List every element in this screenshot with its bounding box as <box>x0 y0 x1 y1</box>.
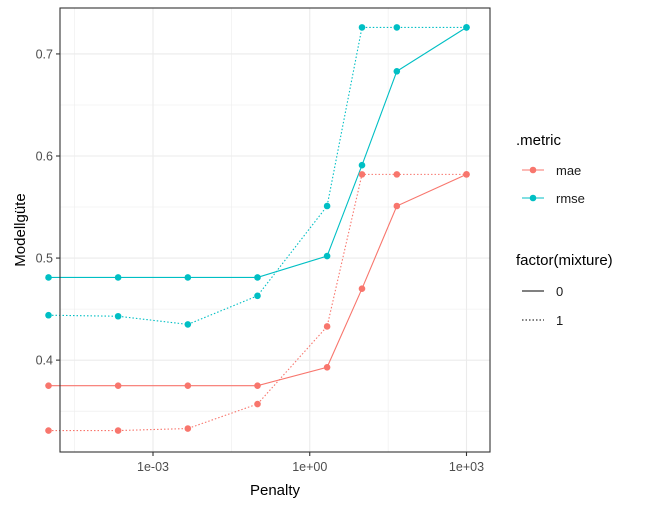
legend-metric-title: .metric <box>516 132 562 149</box>
legend-label-mixture-0: 0 <box>556 284 563 299</box>
data-point-rmse-0 <box>45 274 52 281</box>
data-point-mae-0 <box>45 382 52 389</box>
legend-label-mixture-1: 1 <box>556 313 563 328</box>
data-point-rmse-0 <box>323 252 331 260</box>
legend-label-rmse: rmse <box>556 191 585 206</box>
x-axis-title: Penalty <box>250 482 301 499</box>
data-point-rmse-0 <box>254 274 261 281</box>
x-tick-label: 1e-03 <box>137 460 169 474</box>
legend-key-rmse-point <box>529 194 537 202</box>
x-axis: 1e-03 1e+00 1e+03 <box>137 452 484 474</box>
series-points <box>45 24 470 434</box>
legend-key-mae-point <box>529 166 537 174</box>
data-point-mae-0 <box>114 382 122 389</box>
data-point-mae-1 <box>45 427 52 434</box>
grid-major <box>60 8 490 452</box>
y-tick-label: 0.7 <box>36 47 53 61</box>
legend-mixture: factor(mixture) 0 1 <box>516 252 613 328</box>
data-point-rmse-1 <box>254 292 261 300</box>
legend-mixture-title: factor(mixture) <box>516 252 613 269</box>
legend-item-mixture-1: 1 <box>522 313 563 328</box>
series-line-mae-0 <box>48 173 467 387</box>
legend-label-mae: mae <box>556 163 581 178</box>
data-point-rmse-0 <box>184 274 192 281</box>
series-line-rmse-0 <box>48 26 467 279</box>
data-point-rmse-1 <box>45 311 52 319</box>
y-tick-label: 0.5 <box>36 252 53 266</box>
data-point-mae-1 <box>463 171 470 178</box>
y-tick-label: 0.4 <box>36 354 53 368</box>
data-point-mae-1 <box>323 323 331 330</box>
data-point-rmse-1 <box>463 24 470 31</box>
legend-item-mae: mae <box>522 163 581 178</box>
data-point-mae-1 <box>358 171 366 178</box>
data-point-rmse-0 <box>358 161 366 169</box>
data-point-rmse-1 <box>323 202 331 210</box>
data-point-mae-0 <box>393 202 401 210</box>
data-point-rmse-1 <box>114 312 122 320</box>
data-point-mae-1 <box>393 171 401 178</box>
data-point-mae-0 <box>358 285 366 292</box>
y-axis: 0.4 0.5 0.6 0.7 <box>36 47 60 368</box>
data-point-rmse-0 <box>393 67 401 75</box>
series-lines <box>48 26 467 432</box>
data-point-mae-1 <box>184 425 192 432</box>
data-point-rmse-0 <box>114 274 122 281</box>
legend-item-rmse: rmse <box>522 191 585 206</box>
y-axis-title: Modellgüte <box>12 193 29 266</box>
data-point-mae-0 <box>184 382 192 389</box>
data-point-rmse-1 <box>184 321 192 328</box>
data-point-rmse-1 <box>393 24 401 31</box>
data-point-mae-0 <box>254 382 261 389</box>
series-line-rmse-1 <box>48 26 467 325</box>
data-point-rmse-1 <box>358 24 366 31</box>
y-tick-label: 0.6 <box>36 150 53 164</box>
data-point-mae-1 <box>114 427 122 434</box>
x-tick-label: 1e+03 <box>449 460 484 474</box>
x-tick-label: 1e+00 <box>292 460 327 474</box>
plot-border <box>59 7 491 453</box>
legend-metric: .metric mae rmse <box>516 132 585 206</box>
series-line-mae-1 <box>48 173 467 432</box>
plot-panel <box>60 8 490 452</box>
data-point-mae-0 <box>323 363 331 371</box>
legend-item-mixture-0: 0 <box>522 284 563 299</box>
grid-minor <box>60 8 490 452</box>
data-point-mae-1 <box>254 400 261 408</box>
